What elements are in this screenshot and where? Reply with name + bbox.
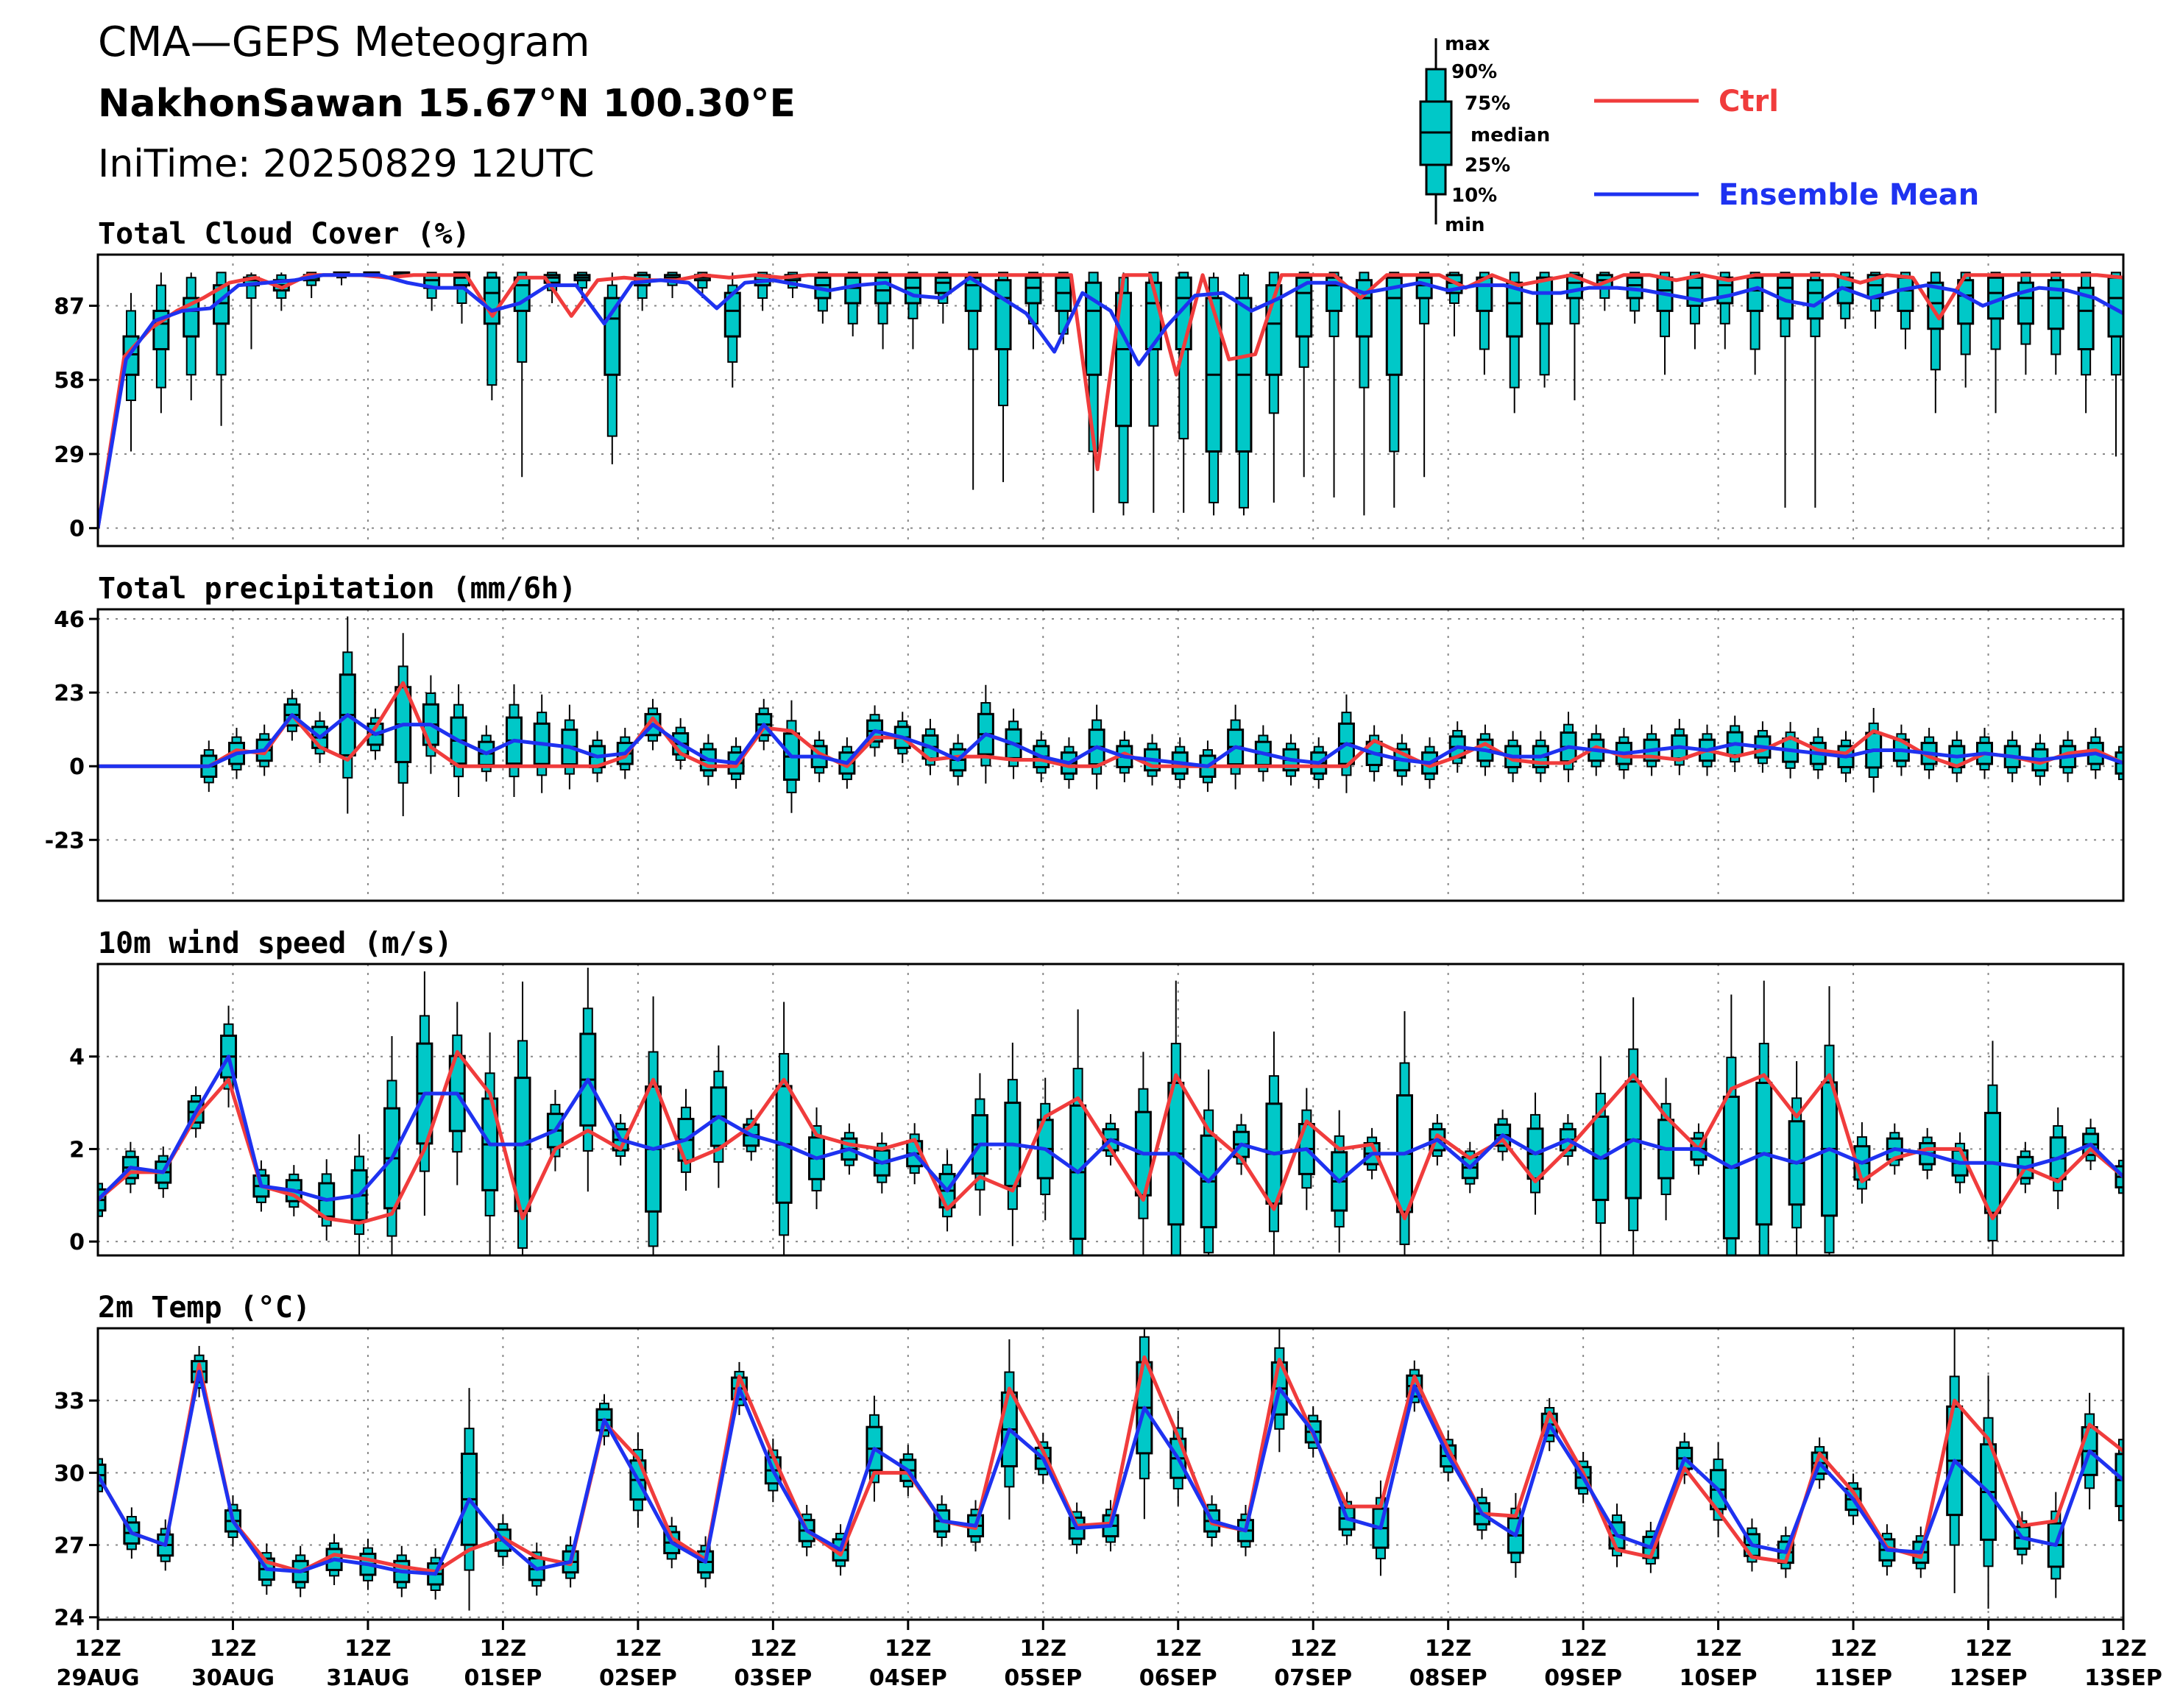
key-label-10: 10%: [1451, 185, 1497, 207]
box-inner: [1055, 276, 1072, 312]
panel-1: -23 0 23 46: [45, 607, 2125, 902]
panel-frame: [96, 1327, 2125, 1621]
box-inner: [904, 276, 921, 305]
x-tick-hour: 12Z: [480, 1636, 527, 1662]
ctrl-line: [98, 681, 2123, 768]
x-tick-hour: 12Z: [1020, 1636, 1067, 1662]
y-tick-label: 33: [54, 1389, 85, 1414]
x-tick-hour: 12Z: [615, 1636, 662, 1662]
chart-title: CMA—GEPS Meteogram: [98, 18, 590, 66]
y-tick-label: 24: [54, 1606, 85, 1631]
panel-frame: [96, 963, 2125, 1257]
y-tick-label: 87: [54, 294, 85, 319]
x-tick-date: 07SEP: [1274, 1665, 1352, 1691]
x-tick-date: 05SEP: [1004, 1665, 1082, 1691]
x-tick-date: 03SEP: [734, 1665, 812, 1691]
mean-line: [98, 713, 2123, 768]
key-label-median: median: [1471, 124, 1550, 146]
x-tick-date: 04SEP: [869, 1665, 947, 1691]
panel-0: 0 29 58 87: [54, 253, 2125, 548]
station-location: NakhonSawan 15.67°N 100.30°E: [98, 82, 796, 126]
box-inner: [1024, 276, 1042, 305]
key-label-90: 90%: [1451, 61, 1497, 83]
box-inner: [1085, 281, 1103, 376]
box-inner: [1747, 276, 1764, 312]
x-tick-hour: 12Z: [1560, 1636, 1607, 1662]
y-tick-label: 0: [69, 754, 85, 780]
ctrl-line: [98, 1049, 2123, 1225]
key-label-25: 25%: [1465, 155, 1510, 177]
x-tick-hour: 12Z: [1155, 1636, 1202, 1662]
x-tick-hour: 12Z: [750, 1636, 797, 1662]
y-tick-label: 46: [54, 607, 85, 633]
box-inner: [1536, 276, 1554, 325]
box-inner: [1385, 276, 1403, 376]
x-tick-date: 02SEP: [599, 1665, 677, 1691]
x-tick-date: 13SEP: [2084, 1665, 2162, 1691]
x-tick-hour: 12Z: [74, 1636, 121, 1662]
x-tick-hour: 12Z: [1830, 1636, 1877, 1662]
box-inner: [2077, 286, 2095, 351]
y-tick-label: -23: [45, 828, 85, 854]
y-tick-label: 29: [54, 442, 85, 468]
x-tick-hour: 12Z: [1425, 1636, 1472, 1662]
box-inner: [934, 276, 952, 294]
panel-title-wind: 10m wind speed (m/s): [98, 926, 453, 960]
panel-frame: [96, 253, 2125, 548]
y-tick-label: 0: [69, 517, 85, 542]
y-tick-label: 30: [54, 1461, 85, 1486]
x-tick-date: 31AUG: [326, 1665, 409, 1691]
panel-2: 0 2 4: [69, 963, 2125, 1257]
x-tick-date: 29AUG: [56, 1665, 139, 1691]
x-tick-hour: 12Z: [1965, 1636, 2012, 1662]
y-tick-label: 58: [54, 368, 85, 394]
box-inner: [994, 279, 1012, 351]
panel-title-cloud: Total Cloud Cover (%): [98, 217, 470, 251]
panel-title-precip: Total precipitation (mm/6h): [98, 572, 576, 606]
x-tick-hour: 12Z: [885, 1636, 932, 1662]
x-tick-hour: 12Z: [2100, 1636, 2147, 1662]
key-label-75: 75%: [1465, 93, 1510, 115]
box-plot-key: max 90% 75% median 25% 10% min: [1419, 33, 1550, 236]
y-tick-label: 4: [69, 1045, 85, 1071]
key-label-max: max: [1445, 33, 1490, 55]
panel-title-temp: 2m Temp (°C): [98, 1291, 311, 1325]
legend-ctrl-label: Ctrl: [1719, 85, 1779, 118]
series-legend: Ctrl Ensemble Mean: [1594, 85, 1979, 212]
y-tick-label: 0: [69, 1230, 85, 1255]
box-inner: [1415, 276, 1433, 300]
legend-mean-label: Ensemble Mean: [1719, 178, 1979, 212]
mean-line: [98, 1369, 2123, 1576]
x-tick-date: 11SEP: [1814, 1665, 1892, 1691]
init-time: IniTime: 20250829 12UTC: [98, 142, 595, 186]
mean-line: [98, 1055, 2123, 1202]
x-tick-date: 09SEP: [1544, 1665, 1622, 1691]
x-tick-date: 30AUG: [191, 1665, 275, 1691]
x-tick-hour: 12Z: [1289, 1636, 1337, 1662]
y-tick-label: 23: [54, 681, 85, 706]
y-tick-label: 27: [54, 1534, 85, 1559]
mean-line: [98, 273, 2123, 529]
box-inner: [1355, 279, 1373, 338]
x-tick-hour: 12Z: [1695, 1636, 1742, 1662]
x-tick-date: 10SEP: [1680, 1665, 1758, 1691]
x-tick-hour: 12Z: [210, 1636, 257, 1662]
x-tick-date: 01SEP: [464, 1665, 542, 1691]
x-tick-date: 08SEP: [1409, 1665, 1487, 1691]
panel-frame: [96, 608, 2125, 902]
x-tick-date: 12SEP: [1950, 1665, 2028, 1691]
box-inner: [1897, 276, 1914, 312]
y-tick-label: 2: [69, 1137, 85, 1163]
time-axis: 12Z 29AUG 12Z 30AUG 12Z 31AUG 12Z 01SEP 12Z 02SEP…: [56, 1620, 2162, 1691]
box-inner: [844, 276, 862, 305]
box-inner: [1806, 279, 1824, 320]
box-inner: [2047, 279, 2064, 330]
panel-3: 24 27 30 33: [54, 1327, 2125, 1631]
ctrl-line: [98, 273, 2123, 529]
x-tick-hour: 12Z: [344, 1636, 392, 1662]
key-label-min: min: [1445, 214, 1485, 236]
x-tick-date: 06SEP: [1139, 1665, 1217, 1691]
